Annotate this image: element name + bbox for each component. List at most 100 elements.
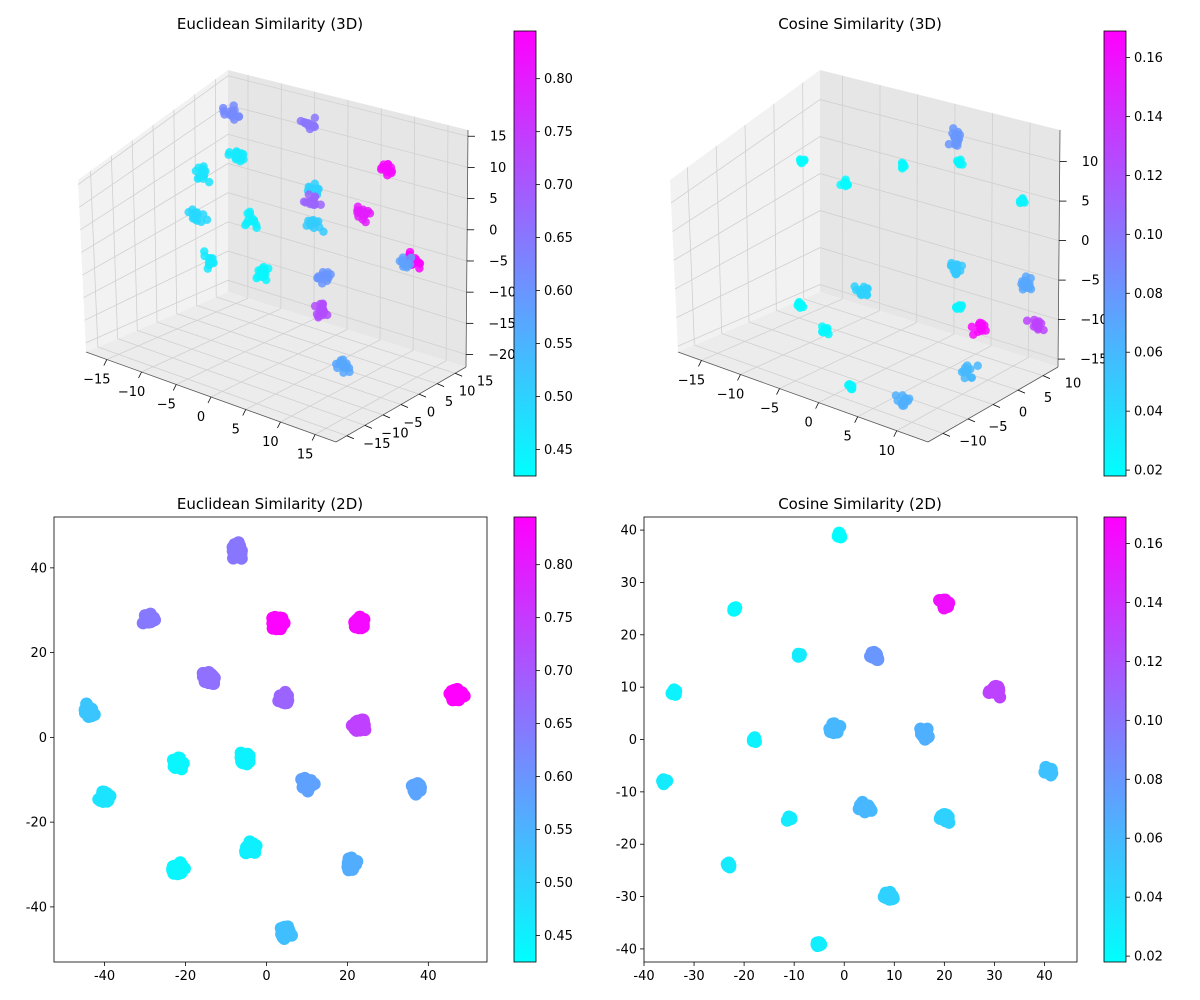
y-tick-label: -20 [616,838,637,853]
x-tick-label: 10 [878,444,895,459]
x-tick-label: 40 [1036,969,1053,984]
y-tick-label: -20 [26,816,47,831]
y-tick [418,393,427,398]
scatter-point [230,115,239,124]
x-tick [103,359,108,366]
scatter-points [184,101,425,377]
scatter-point [723,858,736,872]
grid-line [79,104,468,208]
colorbar-tick-label: 0.70 [544,664,573,679]
grid-line [773,103,777,311]
scatter-point [361,217,370,227]
colorbar-tick-label: 0.45 [544,929,573,944]
axes-2d: -40 -30 -20 -10 0 10 20 30 40 -40 -30 -20 -10 0 10 20 30… [616,516,1078,984]
colorbar-tick-label: 0.55 [544,823,573,838]
colorbar-tick-label: 0.45 [544,443,573,458]
scatter-point [259,271,269,280]
colorbar-tick-label: 0.12 [1134,169,1163,184]
colorbar-gradient [1103,30,1127,477]
grid-line [131,140,138,331]
scatter-point [195,173,204,182]
colorbar-tick-label: 0.10 [1134,228,1163,243]
scatter-point [1019,197,1028,206]
x-tick [242,409,247,416]
scatter-point [252,223,261,233]
scatter-point [241,751,255,764]
x-tick-label: −10 [118,385,145,400]
grid-line [117,338,366,426]
plot-frame [643,516,1078,963]
scatter-point [960,373,969,383]
grid-line [194,94,197,306]
panel-cosine-3d: Cosine Similarity (3D) −15−10−50510−10−5… [670,15,1163,479]
colorbar-tick-label: 0.06 [1134,346,1163,361]
y-tick-label: 20 [30,646,47,661]
grid-line [715,146,723,334]
scatter-point [897,164,907,173]
scatter-point [96,795,110,808]
scatter-point [399,258,409,267]
scatter-point [857,290,866,300]
scatter-point [224,150,233,159]
grid-line [670,99,1060,204]
y-tick-label: 15 [477,374,494,389]
scatter-point [379,160,388,169]
scatter-point [280,922,294,935]
x-tick [277,421,281,429]
grid-line [196,304,438,385]
grid-line [990,113,993,346]
scatter-point [830,722,844,736]
colorbar-tick-label: 0.14 [1134,596,1163,611]
x-tick [172,384,177,391]
y-tick [436,383,445,388]
y-tick-label: 0 [427,406,435,421]
x-tick [138,371,142,379]
colorbar-tick-label: 0.16 [1134,51,1163,66]
x-tick-label: 0 [197,410,205,425]
scatter-point [791,650,805,663]
scatter-point [143,613,156,627]
grid-line [744,124,750,323]
scatter-point [449,688,463,702]
scatter-point [967,322,977,332]
grid-line [85,279,467,355]
scatter-point [950,140,960,150]
scatter-point [944,140,954,149]
scatter-point [249,217,259,226]
colorbar-gradient [513,516,537,963]
scatter-point [1022,316,1032,325]
scatter-point [1043,762,1057,776]
x-tick [737,374,741,381]
colorbar-tick-label: 0.75 [544,125,573,140]
grid-line [879,84,881,311]
x-tick [893,430,898,437]
scatter-point [948,261,957,270]
x-tick-label: 0 [804,416,812,431]
x-tick-label: -40 [94,969,115,984]
z-tick-label: −15 [488,317,515,332]
x-tick-label: 0 [840,969,848,984]
scatter-point [352,721,366,735]
y-tick-label: −10 [959,434,986,449]
colorbar-tick-label: 0.55 [544,337,573,352]
pane-back [228,70,468,367]
scatter-point [316,274,326,284]
grid-line [674,210,1059,290]
colorbar-tick-label: 0.14 [1134,110,1163,125]
x-tick-label: -30 [683,969,704,984]
scatter-point [656,774,670,787]
panel-euclidean-2d: Euclidean Similarity (2D) -40 -20 0 20 40-40… [26,495,573,984]
z-tick-label: 0 [489,223,497,238]
scatter-point [191,208,200,217]
scatter-point [303,119,312,128]
scatter-point [782,812,795,826]
grid-line [916,94,918,323]
z-tick-label: −10 [489,286,516,301]
grid-line [379,108,382,340]
grid-line [676,247,1059,320]
grid-line [802,82,805,299]
colorbar-tick-label: 0.50 [544,876,573,891]
grid-line [412,116,416,351]
scatter-point [937,593,950,607]
